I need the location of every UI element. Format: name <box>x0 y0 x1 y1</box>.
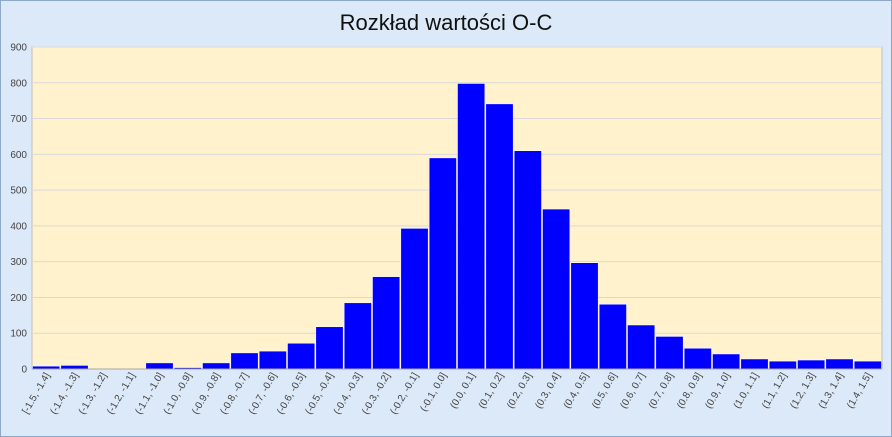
histogram-bar <box>315 326 344 370</box>
histogram-bar <box>570 262 599 370</box>
grid-layer <box>32 46 882 334</box>
histogram-bar <box>457 83 486 370</box>
x-tick-label: (1.3, 1.4] <box>817 371 846 411</box>
histogram-bar <box>542 208 571 370</box>
y-tick-label: 800 <box>10 78 27 89</box>
histogram-bar <box>853 360 882 370</box>
y-tick-label: 700 <box>10 114 27 125</box>
histogram-bar <box>428 157 457 370</box>
histogram-bar <box>230 352 259 370</box>
histogram-bar <box>343 302 372 370</box>
y-tick-label: 600 <box>10 150 27 161</box>
y-tick-label: 200 <box>10 293 27 304</box>
x-tick-label: (0.1, 0.2] <box>477 371 506 411</box>
histogram-bar <box>825 358 854 370</box>
x-tick-label: (1.1, 1.2] <box>760 371 789 411</box>
chart-title: Rozkład wartości O-C <box>339 10 553 35</box>
histogram-bar <box>513 150 542 370</box>
histogram-bar <box>712 353 741 370</box>
x-tick-label: (1.2, 1.3] <box>789 371 818 411</box>
histogram-bar <box>655 336 684 370</box>
x-tick-label: (-1.0, -0.9] <box>162 371 195 417</box>
histogram-bar <box>485 103 514 370</box>
histogram-bar <box>797 359 826 370</box>
x-tick-label: (0.5, 0.6] <box>590 371 619 411</box>
histogram-bar <box>202 362 231 370</box>
x-tick-labels: [-1.5, -1.4](-1.4, -1.3](-1.3, -1.2](-1.… <box>20 371 874 417</box>
x-tick-label: (0.0, 0.1] <box>449 371 478 411</box>
bars-layer <box>32 83 882 370</box>
x-tick-label: (-1.1, -1.0] <box>134 371 167 417</box>
x-tick-label: (0.3, 0.4] <box>534 371 563 411</box>
histogram-bar <box>372 276 401 370</box>
x-tick-label: (0.4, 0.5] <box>562 371 591 411</box>
x-tick-label: (0.8, 0.9] <box>675 371 704 411</box>
histogram-bar <box>258 350 287 370</box>
y-tick-label: 400 <box>10 221 27 232</box>
x-tick-label: (-0.2, -0.1] <box>389 371 422 417</box>
x-tick-label: (0.7, 0.8] <box>647 371 676 411</box>
histogram-bar <box>768 360 797 370</box>
histogram-bar <box>598 303 627 370</box>
plot-area <box>31 46 883 370</box>
y-tick-label: 900 <box>10 43 27 54</box>
y-tick-labels: 0 100 200 300 400 500 600 700 800 900 <box>10 43 27 376</box>
x-tick-label: (-1.4, -1.3] <box>49 371 82 417</box>
x-tick-label: (0.2, 0.3] <box>505 371 534 411</box>
x-tick-label: (-0.5, -0.4] <box>304 371 337 417</box>
histogram-bar <box>287 342 316 370</box>
histogram-bar <box>145 362 174 370</box>
y-tick-label: 500 <box>10 186 27 197</box>
x-tick-label: (-0.8, -0.7] <box>219 371 252 417</box>
x-tick-label: (-0.7, -0.6] <box>247 371 280 417</box>
x-tick-label: (-0.3, -0.2] <box>360 371 393 417</box>
x-tick-label: (-0.9, -0.8] <box>190 371 223 417</box>
x-tick-label: (-0.4, -0.3] <box>332 371 365 417</box>
x-tick-label: (1.4, 1.5] <box>845 371 874 411</box>
histogram-bar <box>683 347 712 370</box>
histogram-bar <box>740 358 769 370</box>
y-tick-label: 300 <box>10 257 27 268</box>
x-tick-label: (1.0, 1.1] <box>732 371 761 411</box>
x-tick-label: (-0.1, 0.0] <box>418 371 449 414</box>
x-tick-label: (-1.3, -1.2] <box>77 371 110 417</box>
y-tick-label: 0 <box>21 365 27 376</box>
histogram-bar <box>400 228 429 370</box>
x-tick-label: (0.9, 1.0] <box>704 371 733 411</box>
histogram-bar <box>60 365 89 370</box>
y-tick-label: 100 <box>10 329 27 340</box>
histogram-bar <box>627 324 656 370</box>
x-tick-label: (-1.2, -1.1] <box>105 371 138 417</box>
x-tick-label: [-1.5, -1.4] <box>20 371 52 416</box>
x-tick-label: (0.6, 0.7] <box>619 371 648 411</box>
x-tick-label: (-0.6, -0.5] <box>275 371 308 417</box>
